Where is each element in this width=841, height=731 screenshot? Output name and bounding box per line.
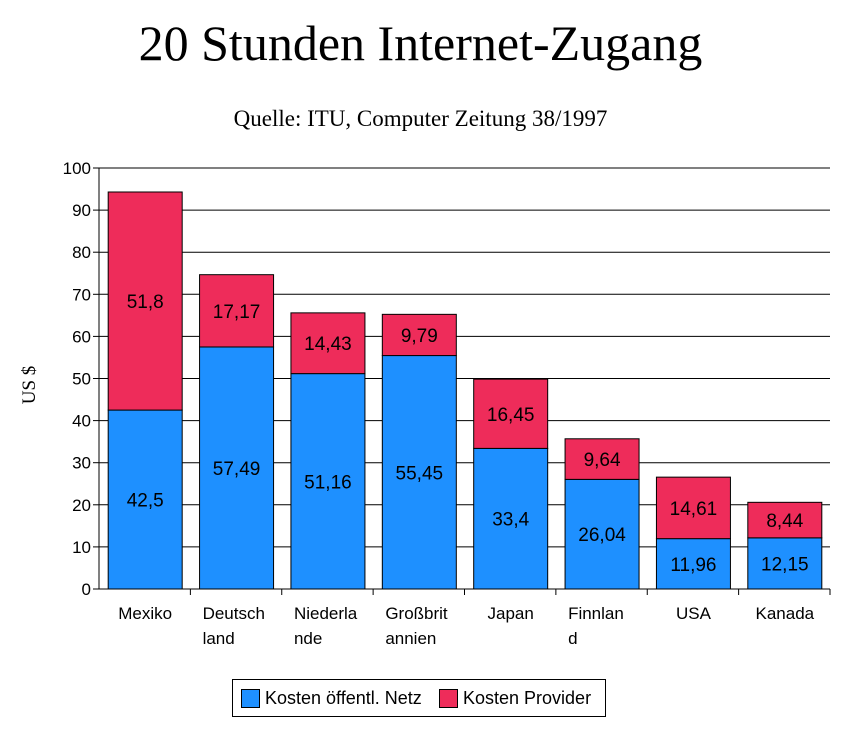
y-tick-label-9: 90 [72,201,91,220]
bar-provider-4 [473,378,549,449]
y-tick-label-4: 40 [72,412,91,431]
x-tick-label-3-line-1: annien [385,629,436,648]
bar-provider-1 [199,274,275,348]
data-label-public-network-4: 33,4 [492,510,529,531]
y-tick-label-2: 20 [72,496,91,515]
data-label-public-network-1: 57,49 [213,459,261,480]
y-tick-label-10: 100 [63,159,91,178]
bar-public-network-4 [473,447,549,590]
data-label-public-network-6: 11,96 [670,555,716,576]
x-tick-label-6-line-0: USA [676,604,712,623]
data-label-provider-0: 51,8 [127,292,164,313]
x-tick-label-7-line-0: Kanada [756,604,815,623]
data-label-public-network-2: 51,16 [304,472,352,493]
x-tick-label-3-line-0: Großbrit [385,604,448,623]
legend: Kosten öffentl. Netz Kosten Provider [232,679,606,717]
data-label-provider-1: 17,17 [213,302,261,323]
bar-public-network-0 [107,409,183,590]
x-tick-label-5-line-1: d [568,629,577,648]
x-tick-label-1-line-1: land [203,629,235,648]
data-label-provider-6: 14,61 [670,499,718,520]
data-label-public-network-7: 12,15 [761,554,809,575]
bar-public-network-5 [564,478,640,590]
chart-subtitle: Quelle: ITU, Computer Zeitung 38/1997 [233,106,608,131]
legend-item-provider: Kosten Provider [439,688,591,709]
bar-public-network-1 [199,346,275,590]
x-tick-label-4-line-0: Japan [488,604,534,623]
data-label-provider-4: 16,45 [487,405,535,426]
legend-label-provider: Kosten Provider [463,688,592,708]
data-label-public-network-0: 42,5 [127,491,164,512]
y-tick-label-8: 80 [72,243,91,262]
data-label-public-network-3: 55,45 [396,463,444,484]
y-tick-label-7: 70 [72,285,91,304]
y-tick-label-0: 0 [82,580,91,599]
legend-swatch-public-network [241,689,260,708]
bar-provider-6 [655,476,731,540]
bar-provider-0 [107,191,183,411]
data-label-provider-7: 8,44 [766,511,803,532]
bar-public-network-6 [655,538,731,590]
bar-provider-2 [290,312,366,375]
bar-public-network-3 [381,355,457,590]
x-tick-label-1-line-0: Deutsch [203,604,265,623]
data-label-public-network-5: 26,04 [578,525,626,546]
bar-provider-7 [747,501,823,539]
y-tick-label-5: 50 [72,370,91,389]
legend-label-public-network: Kosten öffentl. Netz [265,688,422,708]
y-tick-label-6: 60 [72,327,91,346]
bar-public-network-2 [290,373,366,590]
legend-swatch-provider [439,689,458,708]
y-tick-label-3: 30 [72,454,91,473]
data-label-provider-2: 14,43 [304,334,352,355]
legend-item-public-network: Kosten öffentl. Netz [241,688,422,709]
x-tick-label-5-line-0: Finnlan [568,604,624,623]
x-tick-label-2-line-1: nde [294,629,322,648]
bar-provider-5 [564,438,640,480]
chart-title: 20 Stunden Internet-Zugang [138,15,703,71]
x-tick-label-0-line-0: Mexiko [118,604,172,623]
data-label-provider-3: 9,79 [401,326,438,347]
x-tick-label-2-line-0: Niederla [294,604,358,623]
y-tick-label-1: 10 [72,538,91,557]
bar-provider-3 [381,313,457,357]
data-label-provider-5: 9,64 [584,450,621,471]
